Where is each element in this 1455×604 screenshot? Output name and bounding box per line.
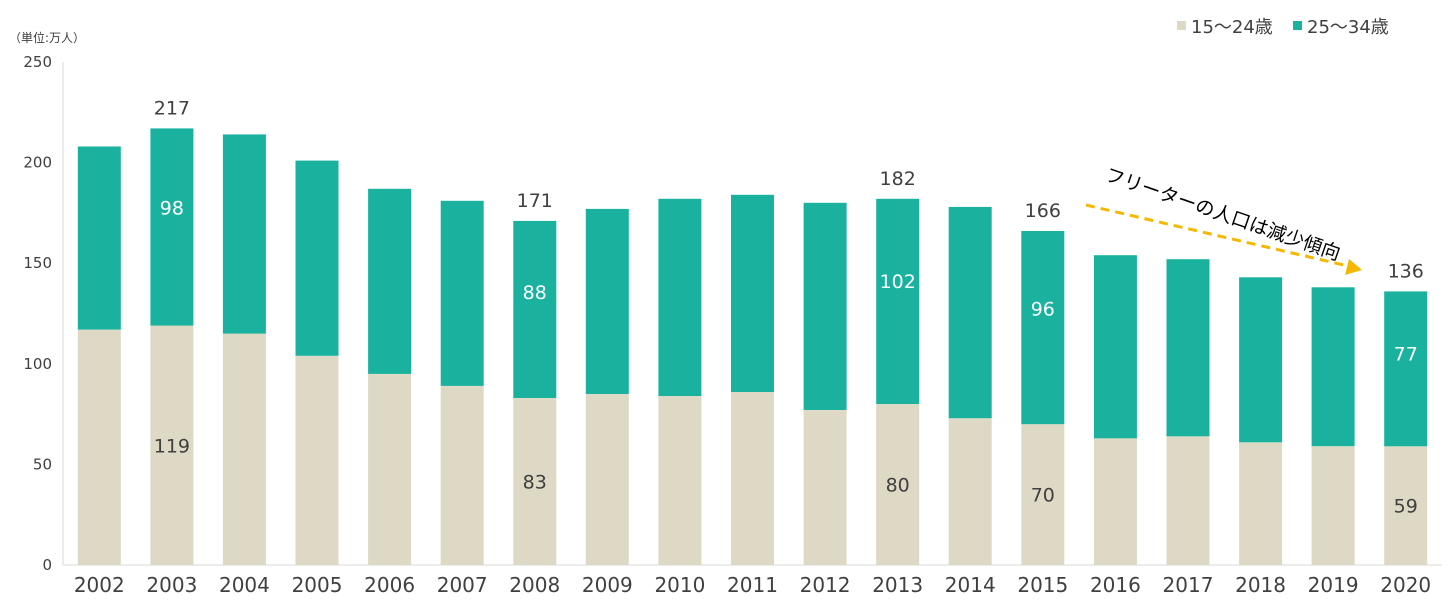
x-tick-label: 2011 bbox=[727, 573, 778, 597]
segment-label-2015-s0: 70 bbox=[1031, 485, 1055, 507]
x-tick-label: 2008 bbox=[509, 573, 560, 597]
bar-segment-2010-s1 bbox=[658, 198, 702, 396]
total-label-2003: 217 bbox=[154, 97, 190, 119]
bar-segment-2004-s0 bbox=[222, 333, 266, 565]
y-tick-label: 250 bbox=[23, 53, 52, 71]
bar-segment-2009-s0 bbox=[585, 394, 629, 565]
segment-label-2008-s1: 88 bbox=[523, 282, 547, 304]
segment-label-2020-s0: 59 bbox=[1394, 496, 1418, 518]
x-tick-label: 2009 bbox=[582, 573, 633, 597]
x-tick-label: 2020 bbox=[1380, 573, 1431, 597]
bar-segment-2011-s0 bbox=[731, 392, 774, 565]
y-tick-label: 0 bbox=[42, 556, 52, 574]
total-label-2013: 182 bbox=[880, 168, 916, 190]
x-tick-label: 2015 bbox=[1017, 573, 1068, 597]
bar-segment-2002-s0 bbox=[77, 329, 121, 565]
segment-label-2008-s0: 83 bbox=[523, 472, 547, 494]
bar-segment-2008-s0 bbox=[513, 398, 557, 565]
bar-segment-2006-s1 bbox=[368, 188, 412, 374]
segment-label-2013-s1: 102 bbox=[880, 271, 916, 293]
legend-label-25-34: 25～34歳 bbox=[1307, 17, 1389, 38]
bar-segment-2017-s0 bbox=[1166, 436, 1210, 565]
legend-swatch-15-24 bbox=[1177, 21, 1186, 30]
y-tick-labels: 0 50 100 150 200 250 bbox=[23, 53, 52, 574]
bar-segment-2017-s1 bbox=[1166, 259, 1210, 437]
segment-label-2015-s1: 96 bbox=[1031, 298, 1055, 320]
x-tick-label: 2014 bbox=[945, 573, 996, 597]
bar-segment-2015-s0 bbox=[1021, 424, 1065, 565]
y-tick-label: 50 bbox=[33, 455, 52, 473]
x-tick-label: 2003 bbox=[146, 573, 197, 597]
bar-segment-2003-s0 bbox=[150, 325, 194, 565]
total-label-2020: 136 bbox=[1388, 260, 1424, 282]
bar-segment-2020-s0 bbox=[1384, 446, 1428, 565]
total-labels: 217 171 182 166 136 bbox=[154, 97, 1424, 282]
bar-segment-2008-s1 bbox=[513, 220, 557, 398]
bar-segment-2011-s1 bbox=[731, 194, 774, 392]
x-tick-label: 2002 bbox=[74, 573, 125, 597]
bar-segment-2016-s1 bbox=[1093, 255, 1137, 439]
bar-segment-2019-s1 bbox=[1311, 287, 1355, 447]
bar-segment-2018-s0 bbox=[1239, 442, 1283, 565]
bar-segment-2010-s0 bbox=[658, 396, 702, 565]
bar-segment-2018-s1 bbox=[1239, 277, 1283, 443]
x-tick-label: 2016 bbox=[1090, 573, 1141, 597]
y-tick-label: 150 bbox=[23, 254, 52, 272]
bar-segment-2002-s1 bbox=[77, 146, 121, 330]
bar-segment-2013-s1 bbox=[876, 198, 920, 404]
x-tick-label: 2010 bbox=[654, 573, 705, 597]
unit-label: （単位:万人） bbox=[9, 30, 85, 45]
y-tick-label: 200 bbox=[23, 154, 52, 172]
x-tick-label: 2019 bbox=[1308, 573, 1359, 597]
bar-segment-2003-s1 bbox=[150, 128, 194, 326]
bar-segment-2015-s1 bbox=[1021, 231, 1065, 425]
x-tick-labels: 2002 2003 2004 2005 2006 2007 2008 2009 2010 2011… bbox=[74, 573, 1431, 597]
x-tick-label: 2013 bbox=[872, 573, 923, 597]
x-tick-label: 2017 bbox=[1163, 573, 1214, 597]
bar-segment-2006-s0 bbox=[368, 373, 412, 565]
bar-segment-2005-s1 bbox=[295, 160, 339, 356]
bar-segment-2016-s0 bbox=[1093, 438, 1137, 565]
trend-arrowhead-icon bbox=[1345, 259, 1362, 275]
bar-segment-2007-s0 bbox=[440, 385, 484, 565]
segment-label-2020-s1: 77 bbox=[1394, 343, 1418, 365]
x-tick-label: 2006 bbox=[364, 573, 415, 597]
bar-segment-2012-s1 bbox=[803, 202, 847, 410]
x-tick-label: 2012 bbox=[800, 573, 851, 597]
x-tick-label: 2005 bbox=[292, 573, 343, 597]
segment-label-2013-s0: 80 bbox=[886, 475, 910, 497]
bar-segment-2004-s1 bbox=[222, 134, 266, 334]
bars bbox=[77, 128, 1428, 565]
bar-segment-2020-s1 bbox=[1384, 291, 1428, 447]
bar-segment-2014-s1 bbox=[948, 206, 992, 419]
legend-label-15-24: 15～24歳 bbox=[1191, 17, 1273, 38]
bar-segment-2005-s0 bbox=[295, 355, 339, 565]
y-tick-label: 100 bbox=[23, 355, 52, 373]
trend-annotation-text: フリーターの人口は減少傾向 bbox=[1102, 164, 1343, 265]
legend: 15～24歳 25～34歳 bbox=[1177, 17, 1389, 38]
bar-segment-2009-s1 bbox=[585, 208, 629, 394]
total-label-2008: 171 bbox=[517, 190, 553, 212]
bar-segment-2013-s0 bbox=[876, 404, 920, 565]
x-tick-label: 2007 bbox=[437, 573, 488, 597]
bar-segment-2012-s0 bbox=[803, 410, 847, 565]
x-tick-label: 2004 bbox=[219, 573, 270, 597]
bar-segment-2014-s0 bbox=[948, 418, 992, 565]
bar-segment-2019-s0 bbox=[1311, 446, 1355, 565]
segment-labels: 119 98 83 88 80 102 70 96 59 77 bbox=[154, 197, 1418, 517]
x-tick-label: 2018 bbox=[1235, 573, 1286, 597]
segment-label-2003-s1: 98 bbox=[160, 197, 184, 219]
bar-segment-2007-s1 bbox=[440, 200, 484, 386]
legend-swatch-25-34 bbox=[1293, 21, 1302, 30]
segment-label-2003-s0: 119 bbox=[154, 435, 190, 457]
total-label-2015: 166 bbox=[1025, 200, 1061, 222]
